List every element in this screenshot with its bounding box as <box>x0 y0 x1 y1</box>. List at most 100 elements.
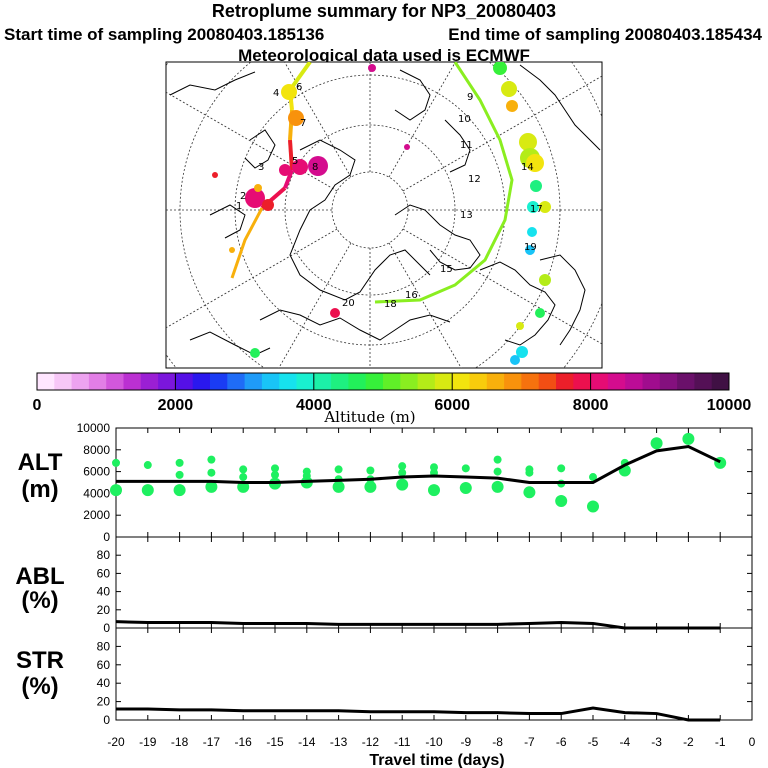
cluster-marker <box>519 133 537 151</box>
day-label: 1 <box>236 201 242 212</box>
coastline <box>169 71 256 96</box>
cluster-dot <box>398 462 407 471</box>
meridian-line <box>402 228 602 345</box>
x-tick-label: -12 <box>362 735 380 749</box>
cluster-dot <box>239 473 248 482</box>
meridian-line <box>388 62 456 178</box>
map-frame <box>165 61 603 369</box>
series-line-alt <box>116 444 721 484</box>
cluster-dot <box>141 484 154 497</box>
colorbar-tick-label: 6000 <box>434 397 470 414</box>
colorbar-swatch <box>452 373 470 390</box>
cluster-dot <box>207 468 216 477</box>
panel-label-abl: ABL <box>15 563 64 590</box>
coastline <box>244 129 276 169</box>
day-label: 8 <box>312 162 318 173</box>
cluster-dot <box>398 468 407 477</box>
day-label: 9 <box>467 92 473 103</box>
day-label: 5 <box>292 156 298 167</box>
cluster-marker <box>262 199 274 211</box>
cluster-marker <box>330 308 340 318</box>
cluster-marker <box>501 81 517 97</box>
y-tick-label: 8000 <box>83 443 110 457</box>
cluster-dot <box>523 486 536 499</box>
x-tick-label: 0 <box>749 735 756 749</box>
colorbar-swatch <box>417 373 436 390</box>
y-tick-label: 6000 <box>83 465 110 479</box>
colorbar-swatch <box>279 373 297 390</box>
cluster-dot <box>589 473 597 482</box>
day-label: 12 <box>468 174 481 185</box>
colorbar-swatch <box>625 373 643 390</box>
x-tick-label: -19 <box>139 735 157 749</box>
cluster-marker <box>245 188 265 208</box>
colorbar-swatch <box>296 373 315 390</box>
colorbar-swatch <box>486 373 505 390</box>
y-tick-label: 0 <box>103 621 110 635</box>
y-tick-label: 40 <box>97 676 111 690</box>
series-line-str <box>116 706 721 722</box>
colorbar-swatch <box>71 373 90 390</box>
colorbar-swatch <box>607 373 626 390</box>
plume-track-segment <box>374 62 514 304</box>
cluster-marker <box>530 180 542 192</box>
colorbar-swatch <box>400 373 419 390</box>
x-tick-label: -16 <box>235 735 253 749</box>
cluster-dot <box>557 464 566 473</box>
colorbar-swatch <box>434 373 453 390</box>
meridian-line <box>166 228 338 329</box>
cluster-dot <box>332 480 345 493</box>
cluster-dot <box>525 465 534 474</box>
colorbar-swatch <box>106 373 124 390</box>
colorbar-swatch <box>158 373 176 390</box>
coastline <box>189 331 271 356</box>
y-tick-label: 20 <box>97 695 111 709</box>
plume-track-segment <box>283 169 294 189</box>
cluster-dot <box>205 480 218 493</box>
cluster-dot <box>271 464 279 473</box>
panel-label-alt: ALT <box>18 449 63 476</box>
colorbar-swatch <box>538 373 557 390</box>
y-tick-label: 80 <box>97 639 111 653</box>
colorbar-swatch <box>711 373 730 390</box>
day-label: 2 <box>240 191 246 202</box>
colorbar-tick-label: 10000 <box>707 397 752 414</box>
cluster-dot <box>459 481 472 494</box>
series-line-abl <box>115 620 721 630</box>
day-label: 10 <box>458 114 471 125</box>
colorbar-tick-label: 4000 <box>296 397 332 414</box>
y-tick-label: 60 <box>97 658 111 672</box>
plume-track-segment <box>288 139 294 171</box>
day-label: 18 <box>384 299 397 310</box>
cluster-dot <box>364 480 377 493</box>
cluster-dot <box>650 437 663 450</box>
x-tick-label: -15 <box>266 735 284 749</box>
cluster-marker <box>288 110 304 126</box>
x-tick-label: -18 <box>171 735 189 749</box>
cluster-dot <box>207 455 216 464</box>
colorbar-swatch <box>590 373 609 390</box>
day-label: 16 <box>405 290 418 301</box>
colorbar-swatch <box>37 373 55 390</box>
coastline <box>519 64 601 151</box>
coastline <box>444 119 471 173</box>
cluster-marker <box>539 201 551 213</box>
day-label: 3 <box>258 162 264 173</box>
colorbar-swatch <box>227 373 246 390</box>
y-tick-label: 4000 <box>83 486 110 500</box>
cluster-dot <box>428 484 440 497</box>
colorbar-swatch <box>313 373 332 390</box>
coastline <box>479 261 556 346</box>
colorbar-swatch <box>54 373 73 390</box>
y-tick-label: 20 <box>97 603 111 617</box>
day-label: 20 <box>342 298 355 309</box>
y-tick-label: 10000 <box>77 421 111 435</box>
cluster-marker <box>525 245 535 255</box>
colorbar-frame <box>36 372 730 391</box>
cluster-dot <box>143 461 152 470</box>
y-tick-label: 2000 <box>83 508 110 522</box>
cluster-dot <box>396 478 409 491</box>
colorbar-swatch <box>383 373 401 390</box>
